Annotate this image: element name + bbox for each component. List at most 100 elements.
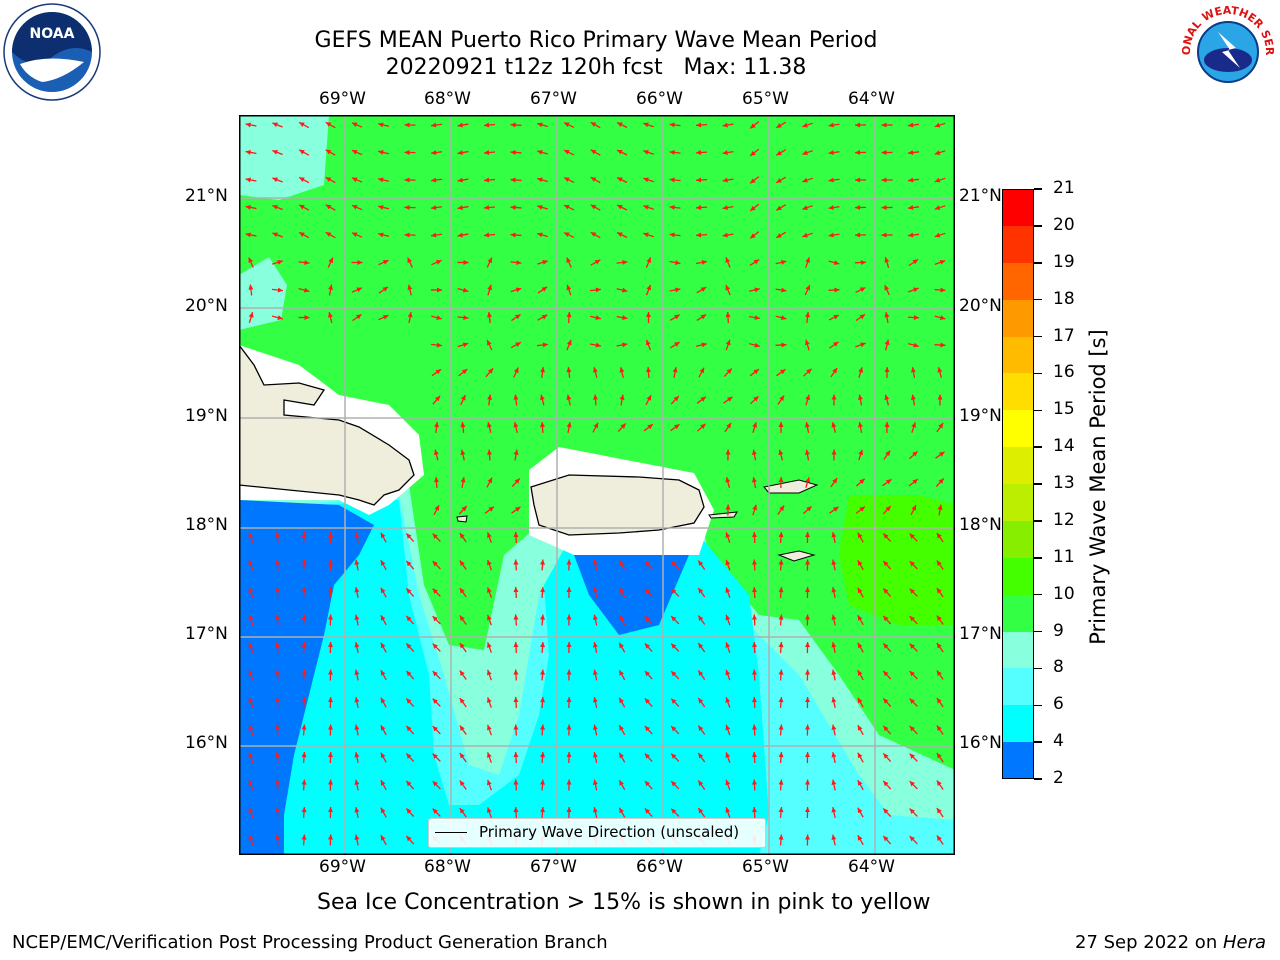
wave-arrow-head [378, 122, 384, 128]
wave-arrow-head [908, 177, 914, 183]
wave-arrow-head [778, 422, 784, 428]
wave-arrow-head [540, 367, 546, 373]
wave-arrow-head [698, 725, 704, 732]
wave-arrow-head [356, 287, 363, 293]
wave-arrow-head [725, 669, 731, 676]
wave-arrow-head [805, 779, 811, 785]
wave-arrow-head [328, 834, 334, 840]
wave-arrow-head [406, 615, 412, 622]
wave-arrow-head [883, 615, 889, 622]
wave-arrow-head [459, 533, 465, 539]
wave-arrow-head [855, 122, 861, 128]
wave-arrow-head [671, 753, 677, 759]
wave-arrow-head [432, 616, 438, 622]
wave-arrow-head [619, 725, 624, 731]
wave-arrow-head [406, 588, 412, 594]
wave-arrow-head [564, 205, 570, 210]
wave-arrow-head [909, 588, 915, 594]
wave-arrow-head [540, 614, 546, 620]
colorbar [1002, 189, 1034, 779]
wave-arrow-head [884, 257, 890, 263]
wave-arrow-head [566, 559, 572, 565]
wave-arrow-head [274, 669, 280, 675]
wave-arrow-head [669, 232, 675, 238]
wave-arrow-head [674, 314, 680, 320]
wave-arrow-head [831, 422, 837, 428]
colorbar-tick-label: 20 [1053, 214, 1075, 235]
wave-arrow-head [592, 752, 598, 758]
colorbar-segment [1002, 299, 1034, 337]
wave-arrow-head [617, 149, 623, 155]
wave-arrow-head [751, 697, 757, 703]
wave-arrow-head [404, 232, 410, 238]
wave-arrow-head [328, 642, 334, 648]
wave-arrow-head [802, 122, 808, 128]
wave-arrow-head [831, 807, 837, 813]
wave-arrow-head [750, 150, 756, 156]
wave-arrow-head [564, 122, 570, 128]
wave-arrow-head [859, 314, 866, 320]
wave-arrow-head [432, 698, 438, 704]
wave-arrow-head [619, 697, 624, 704]
wave-arrow-head [857, 670, 863, 676]
colorbar-tick-mark [1034, 557, 1042, 559]
wave-arrow-head [696, 205, 702, 211]
wave-arrow-head [671, 616, 677, 622]
wave-arrow-head [940, 342, 946, 348]
wave-arrow-head [566, 752, 572, 758]
wave-arrow-head [831, 724, 837, 731]
colorbar-segment [1002, 594, 1034, 632]
wave-arrow-head [590, 204, 597, 210]
wave-arrow-head [860, 342, 866, 348]
wave-arrow-head [486, 559, 492, 566]
wave-arrow-head [804, 339, 810, 346]
wave-arrow-head [484, 150, 490, 156]
wave-arrow-head [592, 807, 598, 813]
wave-arrow-head [881, 150, 887, 156]
wave-arrow-head [404, 122, 410, 128]
wave-arrow-head [833, 315, 839, 320]
wave-arrow-head [380, 725, 386, 731]
wave-arrow-head [937, 367, 943, 373]
colorbar-segment [1002, 742, 1034, 779]
colorbar-tick-label: 4 [1053, 731, 1064, 752]
wave-arrow-head [781, 342, 787, 348]
wave-arrow-head [936, 808, 942, 814]
wave-arrow-head [831, 779, 837, 786]
wave-arrow-head [432, 588, 438, 594]
colorbar-tick-mark [1034, 704, 1042, 706]
wave-arrow-head [432, 781, 438, 787]
field-4-6-west [239, 500, 374, 855]
wave-arrow-head [832, 367, 838, 374]
wave-arrow-head [354, 807, 360, 813]
wave-arrow-head [515, 287, 522, 293]
wave-arrow-head [380, 587, 386, 594]
wave-arrow-head [754, 287, 760, 293]
wave-arrow-head [328, 284, 334, 290]
wave-arrow-head [460, 395, 466, 401]
wave-arrow-head [566, 669, 572, 675]
wave-arrow-head [487, 477, 493, 484]
wave-arrow-head [831, 752, 837, 758]
wave-arrow-head [486, 642, 492, 648]
wave-arrow-head [934, 122, 941, 128]
wave-arrow-head [404, 149, 410, 155]
colorbar-tick-label: 6 [1053, 694, 1064, 715]
wave-arrow-head [274, 724, 280, 730]
wave-arrow-head [407, 312, 413, 318]
wave-arrow-head [780, 315, 787, 321]
wave-arrow-head [431, 177, 437, 183]
wave-arrow-head [566, 394, 572, 401]
wave-arrow-head [459, 560, 465, 567]
wave-arrow-head [776, 123, 782, 128]
wave-arrow-head [516, 260, 522, 266]
wave-arrow-head [459, 588, 465, 594]
colorbar-tick-mark [1034, 483, 1042, 485]
wave-arrow-head [644, 725, 651, 732]
wave-arrow-head [510, 177, 516, 183]
wave-arrow-head [936, 670, 942, 677]
legend-line [435, 832, 467, 833]
wave-arrow-head [805, 312, 811, 318]
wave-arrow-head [566, 614, 572, 620]
wave-arrow-head [380, 642, 386, 649]
